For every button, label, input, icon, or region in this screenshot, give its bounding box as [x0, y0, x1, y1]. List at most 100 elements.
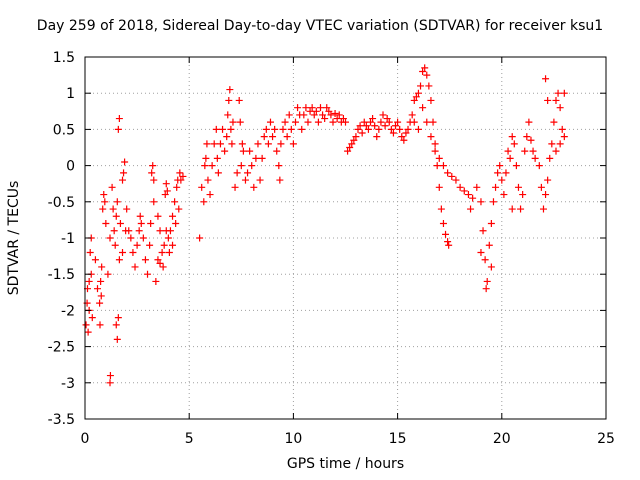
data-point: [94, 285, 102, 293]
data-point: [298, 125, 306, 133]
data-point: [427, 133, 435, 141]
y-tick-label: -2: [61, 303, 75, 319]
data-point: [287, 125, 295, 133]
data-point: [120, 169, 128, 177]
data-point: [544, 176, 552, 184]
data-point: [231, 183, 239, 191]
x-tick-label: 20: [493, 431, 511, 447]
data-point: [235, 96, 243, 104]
data-point: [412, 93, 420, 101]
data-point: [149, 162, 157, 170]
data-point: [281, 118, 289, 126]
data-point: [246, 147, 254, 155]
data-point: [101, 198, 109, 206]
data-point: [494, 169, 502, 177]
data-point: [119, 176, 127, 184]
data-point: [250, 183, 258, 191]
data-point: [200, 198, 208, 206]
data-point: [256, 176, 264, 184]
data-point: [203, 140, 211, 148]
data-point: [141, 256, 149, 264]
data-point: [85, 277, 93, 285]
chart-title: Day 259 of 2018, Sidereal Day-to-day VTE…: [36, 18, 604, 34]
data-point: [228, 140, 236, 148]
data-point: [84, 328, 92, 336]
data-point: [431, 140, 439, 148]
data-point: [210, 140, 218, 148]
data-point: [275, 162, 283, 170]
data-point: [321, 115, 329, 123]
data-point: [219, 125, 227, 133]
data-point: [121, 158, 129, 166]
data-point: [523, 133, 531, 141]
data-point: [435, 183, 443, 191]
data-point: [227, 125, 235, 133]
data-point: [377, 118, 385, 126]
data-point: [342, 118, 349, 126]
data-point: [487, 220, 495, 228]
data-point: [421, 64, 429, 72]
data-point: [196, 234, 204, 242]
data-point: [294, 104, 302, 112]
x-tick-label: 5: [185, 431, 194, 447]
data-point: [364, 125, 372, 133]
data-point: [487, 263, 495, 271]
data-point: [82, 321, 90, 329]
data-point: [119, 248, 127, 256]
data-point: [238, 140, 246, 148]
data-point: [115, 256, 123, 264]
data-point: [379, 111, 387, 119]
data-point: [396, 125, 404, 133]
data-point: [304, 118, 312, 126]
data-point: [273, 147, 281, 155]
data-point: [137, 220, 145, 228]
data-point: [241, 176, 249, 184]
x-axis-label: GPS time / hours: [286, 456, 405, 472]
data-point: [535, 162, 543, 170]
data-point: [417, 82, 425, 90]
data-point: [425, 82, 433, 90]
data-point: [98, 263, 106, 271]
data-point: [531, 154, 539, 162]
data-point: [129, 248, 137, 256]
data-point: [163, 187, 171, 195]
data-point: [154, 212, 162, 220]
data-point: [362, 122, 370, 130]
data-point: [448, 172, 456, 180]
data-point: [169, 212, 177, 220]
data-point: [306, 107, 314, 115]
data-point: [508, 205, 516, 213]
data-point: [173, 183, 181, 191]
data-point: [554, 89, 562, 97]
data-point: [467, 205, 475, 213]
data-point: [283, 133, 291, 141]
data-point: [546, 154, 554, 162]
y-tick-label: -1: [61, 231, 75, 247]
data-point: [146, 241, 154, 249]
data-point: [312, 107, 320, 115]
data-point: [481, 256, 489, 264]
data-point: [498, 176, 506, 184]
data-point: [144, 270, 152, 278]
data-point: [316, 104, 324, 112]
data-point: [176, 169, 184, 177]
data-point: [460, 187, 468, 195]
data-point: [152, 277, 160, 285]
data-point: [506, 154, 514, 162]
data-point: [136, 212, 144, 220]
data-point: [352, 133, 360, 141]
data-point: [113, 198, 121, 206]
data-point: [113, 335, 121, 343]
data-point: [437, 205, 445, 213]
data-point: [519, 191, 527, 199]
data-point: [206, 191, 214, 199]
data-point: [236, 118, 244, 126]
data-point: [477, 248, 485, 256]
data-point: [414, 125, 422, 133]
data-point: [410, 118, 418, 126]
data-point: [492, 183, 500, 191]
data-point: [156, 227, 164, 235]
data-point: [154, 256, 162, 264]
data-point: [439, 220, 447, 228]
y-tick-label: 0: [66, 159, 75, 175]
